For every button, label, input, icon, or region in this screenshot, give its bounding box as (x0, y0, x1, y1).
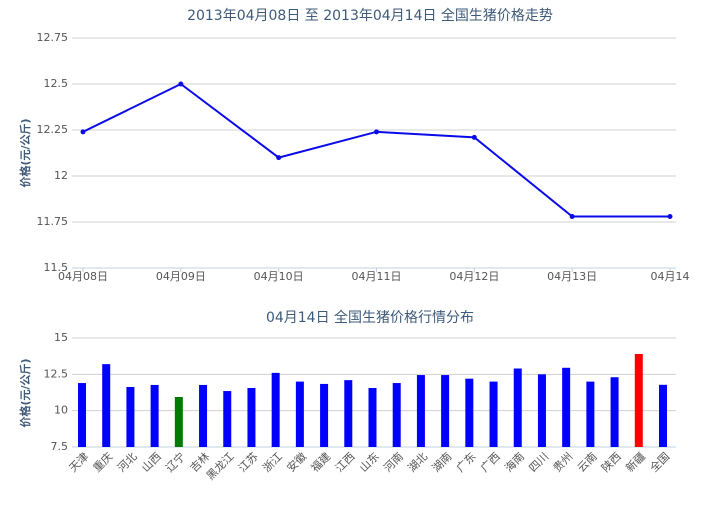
y-tick-label: 12.75 (37, 31, 69, 44)
x-tick-label: 04月08日 (58, 270, 108, 283)
bar (586, 381, 595, 447)
y-tick-label: 11.5 (44, 261, 69, 274)
x-tick-label: 04月12日 (449, 270, 499, 283)
bar (320, 383, 329, 447)
bar (150, 384, 159, 447)
bar (247, 387, 256, 447)
chart-title: 2013年04月08日 至 2013年04月14日 全国生猪价格走势 (187, 7, 553, 24)
bar (610, 377, 619, 447)
y-axis-label: 价格(元/公斤) (18, 358, 32, 427)
point (178, 81, 184, 87)
y-tick-label: 10 (54, 404, 68, 417)
x-tick-label: 04月10日 (254, 270, 304, 283)
bar (271, 372, 280, 447)
x-tick-label: 04月11日 (352, 270, 402, 283)
bar (126, 386, 135, 447)
x-tick-label: 04月13日 (547, 270, 597, 283)
x-tick-label: 04月09日 (156, 270, 206, 283)
y-axis-label: 价格(元/公斤) (18, 118, 32, 187)
bar (174, 397, 183, 447)
point (276, 155, 282, 161)
point (569, 213, 575, 219)
point (374, 129, 379, 135)
y-tick-label: 12.5 (44, 367, 69, 380)
point (80, 129, 86, 135)
y-tick-label: 11.75 (37, 215, 69, 228)
bar (513, 368, 522, 447)
y-tick-label: 7.5 (51, 440, 69, 453)
bar (199, 384, 208, 447)
chart-title: 04月14日 全国生猪价格行情分布 (266, 309, 474, 326)
bar (368, 387, 377, 447)
bar (223, 391, 232, 447)
bar (441, 375, 450, 447)
bar (344, 380, 353, 447)
bar (634, 353, 643, 447)
y-tick-label: 12.25 (37, 123, 69, 136)
y-tick-label: 15 (54, 331, 68, 344)
x-tick-label: 04月14 (651, 270, 690, 283)
y-tick-label: 12 (54, 169, 68, 182)
bar (392, 383, 401, 447)
point (667, 213, 673, 219)
bar (78, 383, 86, 447)
bar (416, 375, 425, 447)
bar (562, 367, 571, 447)
bar (102, 364, 111, 447)
y-tick-label: 12.5 (44, 77, 69, 90)
bar (489, 381, 498, 447)
bar (465, 378, 474, 447)
bar (659, 384, 667, 447)
bar (295, 381, 304, 447)
bar (537, 374, 546, 447)
point (471, 134, 477, 140)
